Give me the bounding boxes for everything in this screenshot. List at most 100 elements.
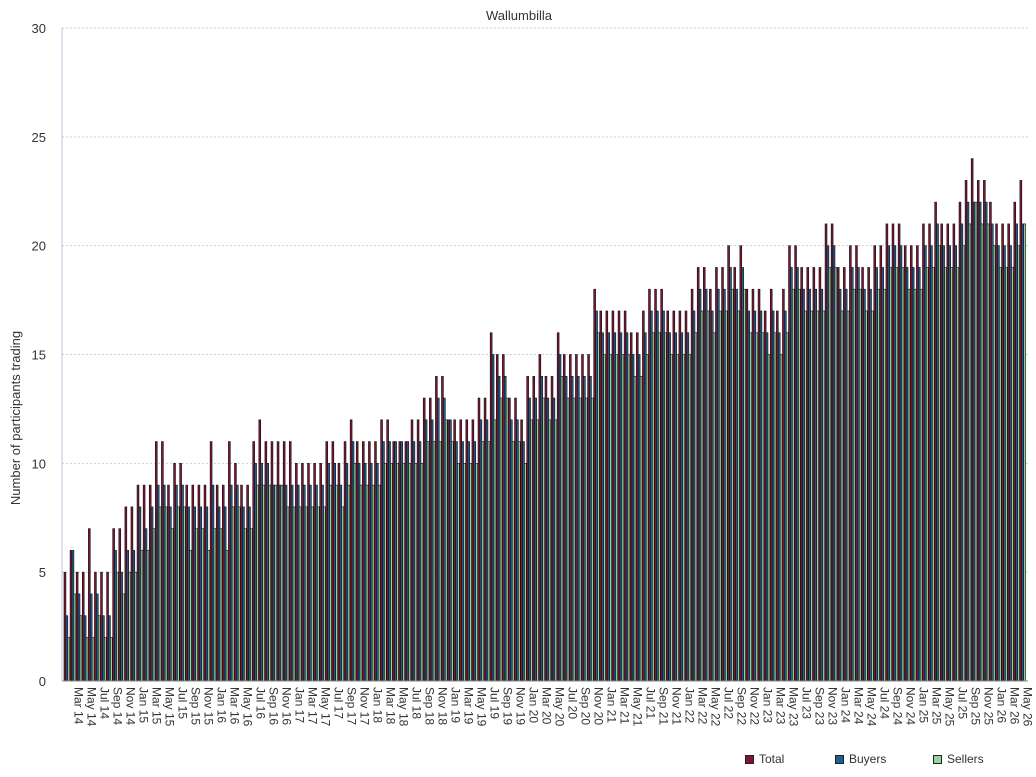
bar-sellers (438, 441, 442, 682)
x-tick-label: Jan 15 (137, 687, 151, 723)
x-tick-label: May 17 (319, 687, 333, 727)
bar-sellers (353, 463, 357, 682)
y-tick-label: 30 (32, 21, 46, 36)
bar-sellers (311, 506, 314, 682)
bar-sellers (402, 463, 405, 682)
bar-sellers (341, 506, 344, 682)
bar-sellers (621, 354, 625, 682)
bar-sellers (560, 375, 564, 682)
x-tick-label: Nov 21 (670, 687, 684, 725)
x-tick-label: May 16 (241, 687, 255, 727)
x-tick-label: Sep 14 (111, 687, 125, 725)
x-tick-label: Jan 26 (995, 687, 1009, 723)
bar-sellers (901, 267, 905, 682)
bar-sellers (865, 310, 868, 682)
bar-sellers (304, 506, 308, 682)
bar-sellers (718, 310, 722, 682)
x-tick-label: Mar 15 (150, 687, 164, 725)
bar-sellers (511, 441, 515, 682)
bar-sellers (67, 637, 71, 682)
y-tick-labels: 0 5 10 15 20 25 30 (32, 21, 46, 689)
bar-sellers (317, 506, 320, 682)
x-tick-label: Mar 25 (930, 687, 944, 725)
bar-sellers (779, 354, 783, 682)
x-tick-label: Nov 25 (982, 687, 996, 725)
bar-sellers (968, 223, 972, 682)
bar-sellers (688, 354, 692, 682)
x-tick-label: May 20 (553, 687, 567, 727)
legend-item-buyers: Buyers (835, 752, 886, 766)
x-tick-label: May 24 (865, 687, 879, 727)
x-tick-label: Jul 17 (332, 687, 346, 719)
x-tick-label: Mar 24 (852, 687, 866, 725)
bar-sellers (566, 397, 570, 682)
bar-sellers (706, 310, 710, 682)
x-tick-label: Jul 23 (800, 687, 814, 719)
x-tick-label: May 15 (163, 687, 177, 727)
bar-sellers (798, 288, 801, 682)
bar-sellers (85, 637, 89, 682)
x-tick-label: Mar 26 (1008, 687, 1022, 725)
bar-sellers (164, 506, 168, 682)
bar-sellers (536, 419, 539, 682)
bar-sellers (731, 288, 734, 682)
bar-sellers (231, 506, 235, 682)
bar-sellers (262, 484, 265, 682)
bar-sellers (420, 463, 424, 682)
x-tick-label: Nov 24 (904, 687, 918, 725)
bar-sellers (700, 310, 704, 682)
bar-sellers (225, 550, 229, 682)
bar-sellers (524, 463, 527, 682)
bar-sellers (371, 484, 375, 682)
bar-sellers (962, 245, 966, 682)
x-tick-label: Sep 23 (813, 687, 827, 725)
bar-sellers (487, 441, 491, 682)
x-tick-label: May 23 (787, 687, 801, 727)
bar-sellers (171, 528, 174, 682)
bar-sellers (834, 267, 838, 682)
bar-sellers (426, 441, 430, 682)
bar-sellers (177, 506, 180, 682)
x-tick-label: Nov 19 (514, 687, 528, 725)
bar-sellers (840, 310, 844, 682)
bar-sellers (932, 267, 935, 682)
x-tick-label: Sep 16 (267, 687, 281, 725)
y-tick-label: 20 (32, 239, 46, 254)
bar-sellers (670, 354, 673, 682)
bar-sellers (518, 441, 521, 682)
x-tick-label: Sep 24 (891, 687, 905, 725)
bar-sellers (335, 484, 338, 682)
bar-sellers (292, 506, 296, 682)
bar-sellers (444, 419, 448, 682)
bar-sellers (347, 484, 351, 682)
bar-sellers (268, 484, 271, 682)
bar-sellers (499, 397, 503, 682)
x-tick-label: Mar 17 (306, 687, 320, 725)
x-tick-label: Sep 17 (345, 687, 359, 725)
x-tick-label: Jul 16 (254, 687, 268, 719)
bar-sellers (737, 310, 740, 682)
bar-sellers (822, 310, 825, 682)
x-tick-label: Nov 15 (202, 687, 216, 725)
bar-sellers (1023, 223, 1026, 682)
bar-sellers (140, 550, 144, 682)
bar-sellers (475, 463, 478, 682)
x-tick-label: Mar 20 (540, 687, 554, 725)
x-tick-label: Nov 20 (592, 687, 606, 725)
bar-sellers (481, 441, 485, 682)
x-tick-label: Sep 20 (579, 687, 593, 725)
bar-sellers (73, 593, 77, 682)
x-tick-label: Jul 18 (410, 687, 424, 719)
bar-sellers (992, 245, 996, 682)
bar-sellers (585, 397, 588, 682)
bar-sellers (219, 528, 223, 682)
x-tick-label: Nov 14 (124, 687, 138, 725)
bar-sellers (907, 288, 911, 682)
bar-sellers (804, 310, 807, 682)
y-tick-label: 5 (39, 565, 46, 580)
bar-sellers (128, 571, 131, 682)
bar-sellers (792, 288, 795, 682)
x-tick-label: May 26 (1021, 687, 1035, 727)
